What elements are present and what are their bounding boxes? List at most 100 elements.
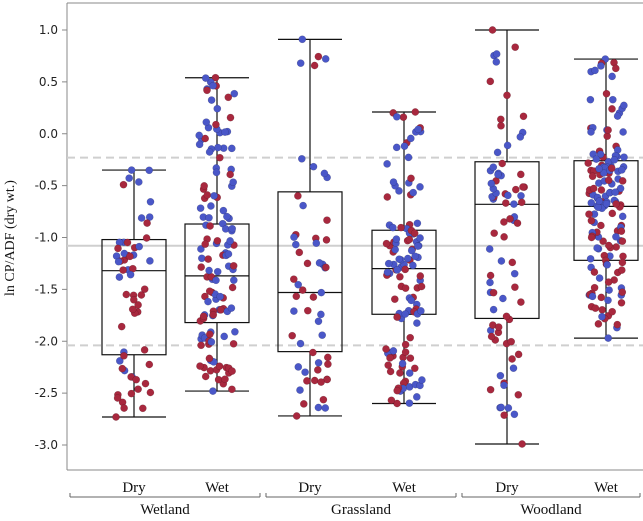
data-point	[205, 148, 214, 156]
data-point	[115, 273, 124, 281]
data-point	[196, 362, 204, 370]
data-point	[120, 351, 128, 360]
data-point	[299, 201, 307, 210]
data-point	[297, 154, 306, 163]
data-point	[310, 376, 319, 385]
data-point	[323, 216, 331, 225]
data-point	[205, 287, 214, 296]
data-point	[407, 246, 416, 255]
data-point	[589, 184, 598, 193]
data-point	[598, 305, 607, 314]
data-point	[506, 215, 514, 223]
data-point	[221, 128, 229, 136]
data-point	[125, 174, 134, 183]
data-point	[488, 26, 497, 34]
data-point	[410, 229, 419, 238]
data-point	[401, 310, 410, 318]
data-point	[393, 399, 401, 408]
data-point	[586, 95, 595, 104]
data-point	[497, 403, 506, 412]
data-point	[584, 159, 593, 167]
data-point	[215, 362, 224, 371]
data-point	[231, 327, 239, 336]
data-point	[597, 62, 605, 70]
points-woodland-dry	[485, 26, 529, 448]
data-point	[227, 304, 236, 312]
data-point	[514, 350, 523, 359]
data-point	[221, 375, 229, 384]
data-point	[590, 268, 599, 276]
data-point	[517, 191, 525, 200]
data-point	[501, 199, 510, 207]
data-point	[496, 371, 505, 380]
data-point	[596, 150, 605, 159]
data-point	[497, 121, 505, 130]
data-point	[585, 210, 593, 219]
points-grassland-dry	[288, 35, 332, 420]
data-point	[516, 170, 525, 179]
data-point	[294, 363, 303, 371]
data-point	[196, 204, 205, 213]
data-point	[120, 404, 128, 412]
data-point	[604, 241, 613, 250]
points-wetland-dry	[112, 166, 155, 421]
data-point	[392, 143, 401, 152]
data-point	[587, 199, 596, 207]
data-point	[400, 142, 409, 151]
data-point	[504, 191, 512, 200]
data-point	[406, 354, 415, 363]
data-point	[492, 50, 501, 58]
data-point	[411, 252, 420, 261]
data-point	[220, 332, 229, 341]
data-point	[221, 225, 230, 233]
x-category-label: Dry	[495, 480, 519, 496]
x-category-label: Wet	[594, 480, 619, 496]
data-point	[517, 298, 525, 306]
data-point	[502, 312, 511, 321]
data-point	[309, 348, 317, 357]
data-point	[616, 184, 625, 193]
data-point	[230, 89, 239, 98]
data-point	[599, 237, 607, 246]
data-point	[608, 307, 617, 316]
data-point	[296, 59, 305, 68]
data-point	[612, 200, 620, 208]
data-point	[209, 387, 217, 395]
x-category-label: Dry	[298, 480, 322, 496]
reference-lines	[67, 156, 643, 347]
data-point	[204, 297, 212, 306]
data-point	[504, 404, 513, 412]
data-point	[384, 361, 393, 370]
data-point	[207, 202, 215, 210]
y-tick-label: -0.5	[35, 179, 58, 193]
data-point	[126, 252, 134, 261]
data-point	[416, 183, 424, 191]
data-point	[134, 385, 142, 394]
data-point	[226, 170, 235, 179]
data-point	[586, 254, 595, 263]
data-point	[499, 294, 507, 303]
data-point	[228, 224, 237, 233]
data-point	[618, 288, 627, 297]
data-point	[416, 234, 424, 242]
data-point	[410, 364, 419, 373]
data-point	[195, 140, 204, 149]
data-point	[396, 369, 404, 377]
data-point	[197, 254, 206, 263]
data-point	[303, 377, 311, 385]
data-point	[510, 410, 519, 419]
data-point	[604, 126, 612, 134]
data-point	[205, 354, 214, 363]
data-point	[197, 263, 206, 271]
data-point	[494, 170, 502, 179]
data-point	[323, 353, 332, 362]
data-point	[511, 283, 519, 292]
data-point	[209, 81, 217, 90]
data-point	[126, 270, 135, 279]
data-point	[298, 35, 307, 44]
data-point	[389, 178, 398, 186]
data-point	[392, 235, 401, 243]
data-point	[405, 369, 414, 377]
data-point	[418, 376, 426, 384]
